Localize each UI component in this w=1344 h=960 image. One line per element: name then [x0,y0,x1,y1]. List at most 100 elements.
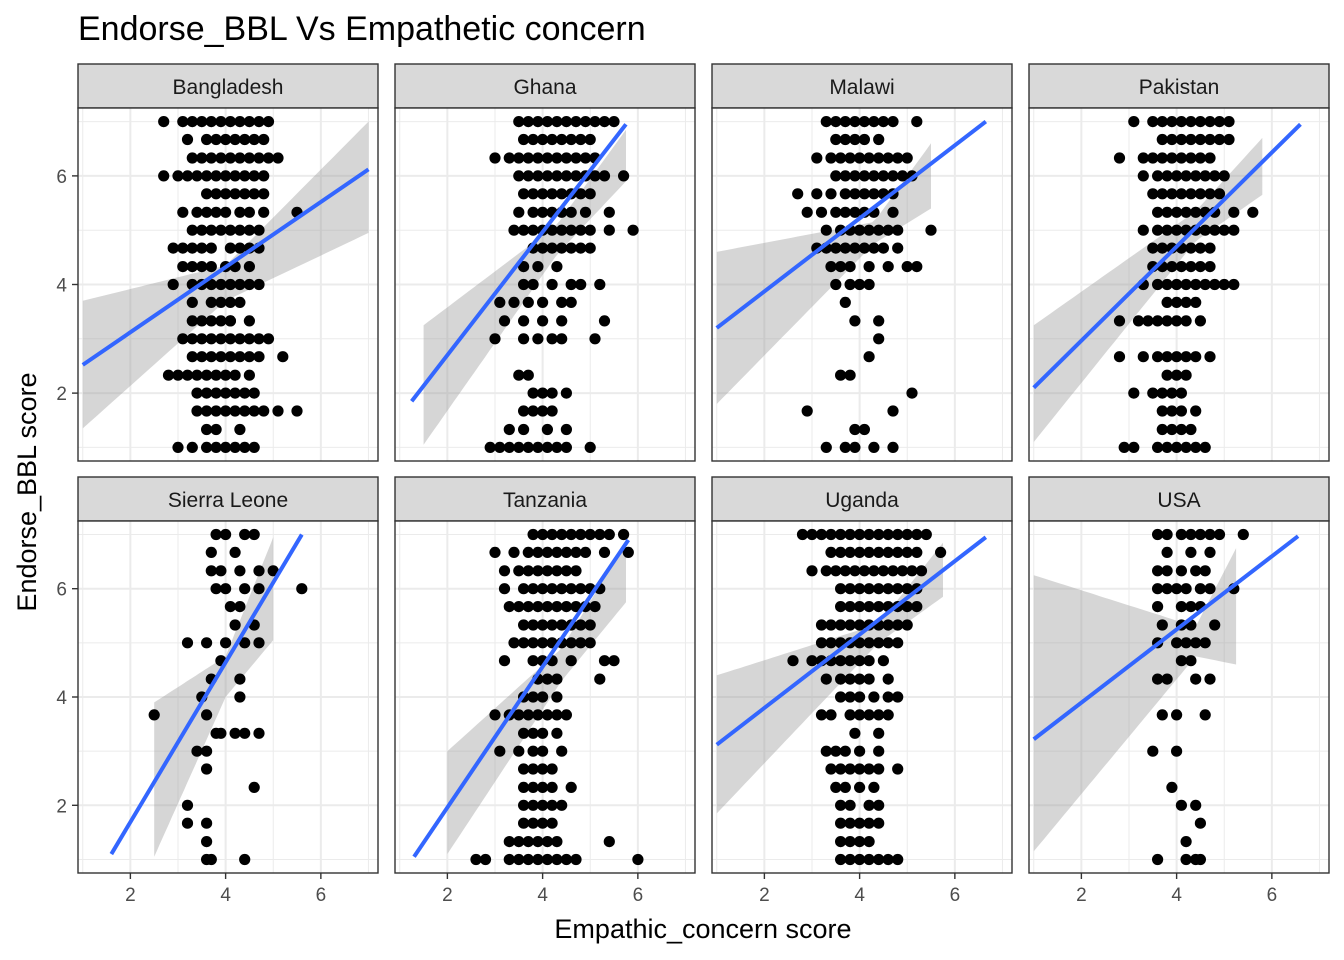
data-point [551,441,563,453]
data-point [863,817,875,829]
regression-line [81,167,370,367]
data-point [560,170,573,182]
data-point [863,637,875,649]
data-point [598,655,611,667]
data-point [901,528,913,541]
data-point [1194,261,1206,273]
data-point [1190,405,1202,417]
data-point [253,333,265,345]
data-point [1180,206,1192,218]
x-tick-label: 4 [854,885,865,906]
data-point [177,206,189,218]
data-point [1152,528,1164,541]
data-point [527,691,539,703]
panel-border [394,107,696,462]
data-point [532,836,544,848]
data-point [191,745,203,757]
data-point [258,170,270,182]
data-point [546,799,558,811]
data-point [1194,315,1206,327]
data-point [1147,116,1159,128]
data-point [234,351,246,363]
data-point [167,242,179,254]
data-point [863,836,875,848]
data-point [579,206,592,218]
data-point [522,296,534,308]
data-point [541,441,554,453]
facet-strip [1028,63,1330,109]
data-point [844,369,856,381]
data-point [844,763,856,775]
data-point [844,261,856,273]
data-point [1180,296,1192,308]
data-point [518,637,530,649]
panel-ghana: Ghana [394,63,696,462]
data-point [527,637,539,649]
data-point [1180,315,1192,327]
panel-border [394,520,696,874]
data-point [887,170,899,182]
data-point [215,152,227,164]
data-point [1156,423,1168,436]
data-point [1166,116,1178,128]
data-point [584,133,596,146]
data-point [186,242,198,254]
data-point [243,333,255,345]
data-point [201,817,213,829]
data-point [820,441,832,453]
data-point [532,853,544,866]
data-point [882,853,894,866]
data-point [920,528,932,541]
data-point [205,152,217,164]
data-point [220,583,232,595]
data-point [172,369,184,381]
data-point [541,423,554,436]
data-point [565,655,577,667]
data-point [901,152,913,164]
data-point [1175,188,1187,200]
data-point [820,745,832,757]
data-point [830,242,842,254]
data-point [546,583,558,595]
data-point [541,673,554,685]
data-point [844,853,856,866]
data-point [1166,188,1178,200]
data-point [1137,224,1149,236]
data-point [513,369,525,381]
data-point [835,528,847,541]
data-point [551,709,563,721]
data-point [532,546,544,559]
data-point [825,152,837,164]
data-point [513,116,525,128]
data-point [1156,133,1168,146]
data-point [849,727,861,739]
data-point [1190,673,1202,685]
data-point [210,423,222,436]
data-point [205,333,217,345]
data-point [253,116,265,128]
data-point [896,170,909,182]
data-point [1175,601,1187,613]
data-point [215,116,227,128]
data-point [863,351,875,363]
data-point [291,405,303,417]
data-point [215,296,227,308]
data-point [513,601,525,613]
data-point [220,369,232,381]
data-point [229,369,241,381]
data-point [177,261,189,273]
data-point [815,637,828,649]
data-point [801,405,813,417]
data-point [565,781,577,794]
data-point [234,116,246,128]
data-point [1185,601,1197,613]
data-point [546,405,558,417]
panel-border [1028,520,1330,874]
data-point [551,727,563,739]
data-point [1128,387,1140,399]
data-point [537,242,549,254]
regression-line [1032,534,1300,741]
data-point [579,116,592,128]
data-point [1161,546,1173,559]
data-point [196,315,208,327]
